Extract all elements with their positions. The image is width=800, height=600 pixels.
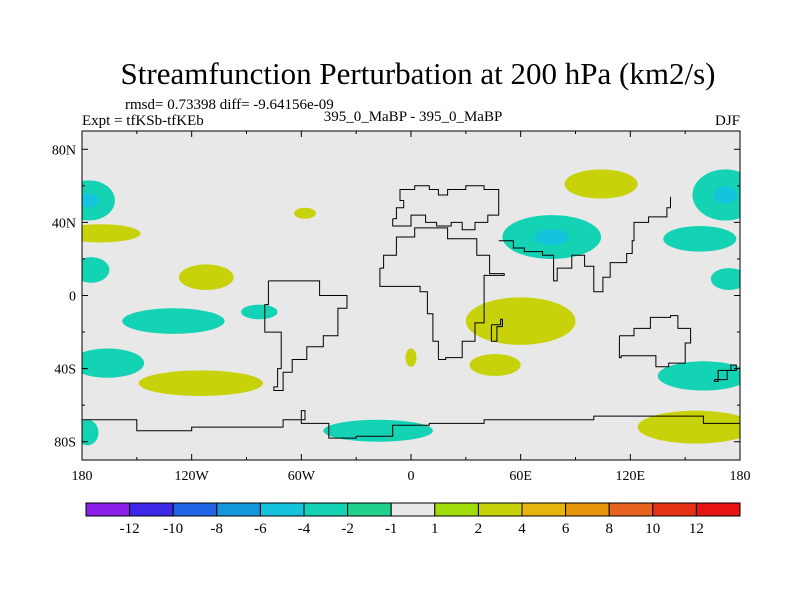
x-tick-label: 120W <box>175 469 210 484</box>
y-tick-label: 40N <box>52 216 76 231</box>
x-tick-label: 60W <box>288 469 316 484</box>
coastline-samerica-coast <box>264 280 348 391</box>
anomaly-cyan-w-north <box>82 180 115 221</box>
anomaly-cyan-pac-e <box>663 226 737 252</box>
colorbar-swatch <box>172 502 218 517</box>
anomaly-cyan-se <box>657 361 740 391</box>
anomaly-green-ind <box>465 297 576 345</box>
x-tick-label: 120E <box>616 469 646 484</box>
x-tick-label: 180 <box>730 469 751 484</box>
anomaly-cyan-sm-s <box>241 304 278 320</box>
colorbar-swatch <box>259 502 305 517</box>
colorbar-swatch <box>652 502 697 517</box>
colorbar-swatch <box>85 502 131 517</box>
anomaly-cyan-far-sw <box>82 419 99 446</box>
colorbar-swatch <box>390 502 436 517</box>
colorbar-label: -6 <box>254 521 267 537</box>
colorbar-swatch <box>216 502 261 517</box>
coastline-europe-coast <box>392 185 500 231</box>
coastline-africa-coast <box>379 227 505 360</box>
coastline-new-zealand <box>713 364 737 382</box>
colorbar-label: 4 <box>518 521 526 537</box>
anomaly-cyan-e-eq <box>710 268 740 291</box>
y-tick-label: 80S <box>54 436 76 451</box>
anomaly-core-cyan-ne <box>713 186 737 204</box>
colorbar: -12 -10 -8 -6 -4 -2 -1 1 2 4 6 8 10 12 <box>85 502 741 537</box>
anomaly-green-n-asia <box>564 169 638 199</box>
axis-ticks: 180 120W 60W 0 60E 120E 180 80N 40N 0 40S 80S <box>52 131 751 484</box>
colorbar-label: -4 <box>298 521 311 537</box>
case-label: 395_0_MaBP - 395_0_MaBP <box>324 109 503 125</box>
colorbar-swatch <box>303 502 349 517</box>
info-line: rmsd= 0.73398 diff= -9.64156e-09 <box>125 97 334 113</box>
anomaly-cyan-w-eq <box>82 257 110 283</box>
plot-background <box>82 131 740 460</box>
anomaly-core-cyan-w-north <box>82 193 99 208</box>
coastline-antarctica-coast <box>82 410 740 439</box>
coastline-australia-coast <box>618 315 692 368</box>
colorbar-label: 2 <box>475 521 483 537</box>
anomaly-cyan-pac-s <box>122 308 225 334</box>
chart-title: Streamfunction Perturbation at 200 hPa (… <box>121 56 716 91</box>
colorbar-label: -8 <box>211 521 224 537</box>
coastline-madagascar <box>490 318 503 342</box>
anomaly-green-s-ind <box>469 353 521 376</box>
colorbar-label: -10 <box>163 521 183 537</box>
y-tick-label: 40S <box>54 363 76 378</box>
anomaly-cyan-sw <box>82 348 145 378</box>
colorbar-swatch <box>434 502 479 517</box>
anomaly-green-s-pac <box>138 370 263 397</box>
y-tick-label: 80N <box>52 143 76 158</box>
x-tick-label: 60E <box>509 469 532 484</box>
colorbar-swatch <box>129 502 174 517</box>
colorbar-label: 10 <box>645 521 660 537</box>
anomaly-core-cyan-n-atl <box>534 229 570 245</box>
colorbar-label: -2 <box>341 521 354 537</box>
coastline-layer <box>82 185 740 439</box>
colorbar-swatch <box>521 502 567 517</box>
colorbar-label: 8 <box>605 521 613 537</box>
colorbar-swatch <box>608 502 654 517</box>
coastline-asia-coast <box>498 196 671 293</box>
y-tick-label: 0 <box>69 290 76 305</box>
anomaly-layer <box>82 169 740 446</box>
colorbar-swatch <box>695 502 741 517</box>
anomaly-green-pac-tr <box>178 264 234 291</box>
colorbar-swatch <box>565 502 610 517</box>
colorbar-label: 6 <box>562 521 570 537</box>
x-tick-label: 0 <box>408 469 415 484</box>
colorbar-label: -1 <box>385 521 398 537</box>
colorbar-swatch <box>477 502 523 517</box>
colorbar-swatch <box>347 502 392 517</box>
anomaly-green-w-north <box>82 224 141 243</box>
experiment-label: Expt = tfKSb-tfKEb <box>82 113 204 129</box>
anomaly-green-sm-e <box>405 348 417 367</box>
colorbar-label: 1 <box>431 521 439 537</box>
season-label: DJF <box>715 113 740 129</box>
anomaly-green-small-n <box>294 207 316 219</box>
anomaly-green-se <box>637 410 740 444</box>
colorbar-label: 12 <box>689 521 704 537</box>
colorbar-label: -12 <box>120 521 140 537</box>
x-tick-label: 180 <box>72 469 93 484</box>
